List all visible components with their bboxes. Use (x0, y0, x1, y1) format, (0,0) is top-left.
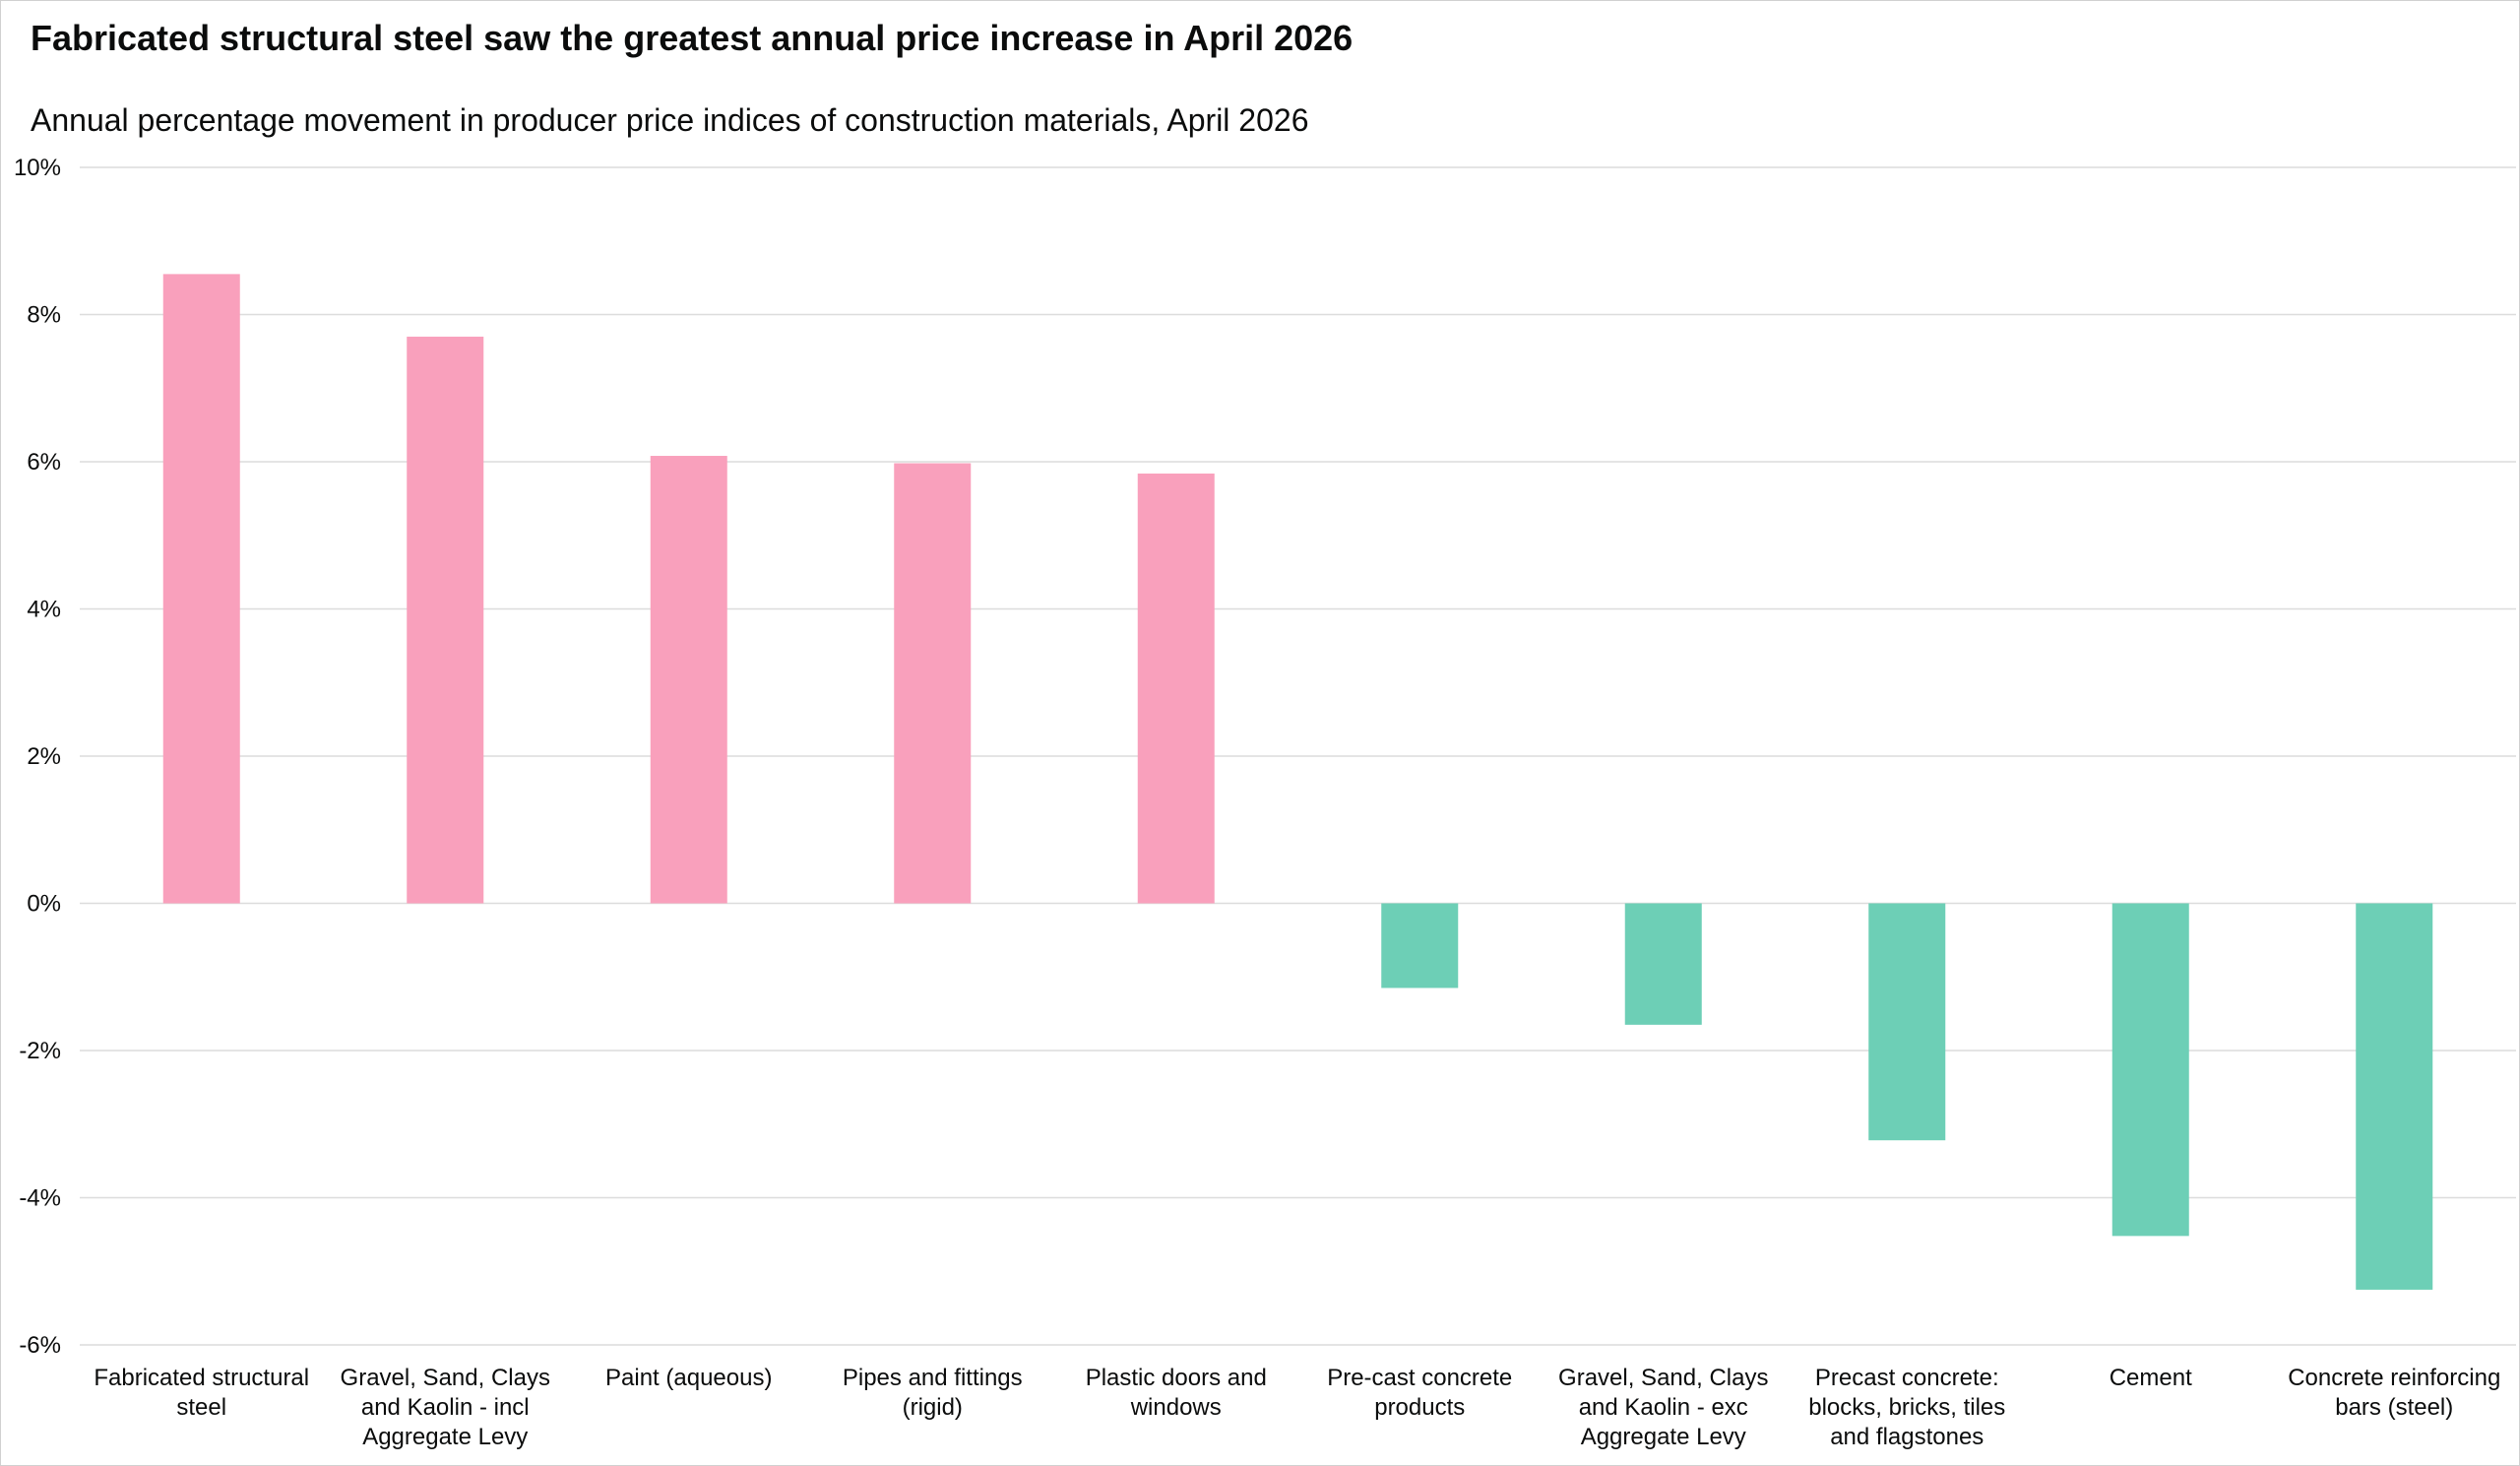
y-tick-label: 8% (27, 302, 61, 329)
y-tick-label: 10% (14, 155, 61, 181)
x-category-label: Concrete reinforcing bars (steel) (2288, 1365, 2500, 1421)
y-tick-label: -6% (19, 1332, 61, 1359)
y-tick-label: 0% (27, 891, 61, 918)
chart-subtitle: Annual percentage movement in producer p… (31, 102, 1309, 138)
gridlines (80, 166, 2516, 1346)
y-tick-label: -4% (19, 1185, 61, 1212)
y-tick-label: 2% (27, 743, 61, 770)
x-category-label: Gravel, Sand, Clays and Kaolin - exc Aggre… (1558, 1365, 1768, 1450)
x-category-label: Fabricated structural steel (94, 1365, 309, 1421)
bar (2356, 903, 2433, 1290)
x-axis-category-labels: Fabricated structural steel Gravel, Sand, … (94, 1365, 2500, 1450)
x-category-label: Gravel, Sand, Clays and Kaolin - incl Aggr… (341, 1365, 550, 1450)
x-category-label: Precast concrete: blocks, bricks, tiles an… (1808, 1365, 2005, 1450)
bar (1624, 903, 1702, 1025)
bar (162, 274, 240, 904)
x-category-label: Pre-cast concrete products (1327, 1365, 1512, 1421)
y-axis-tick-labels: 10% 8% 6% 4% 2% 0% -2% -4% -6% (14, 155, 61, 1359)
bar (2111, 903, 2189, 1237)
y-tick-label: -2% (19, 1038, 61, 1064)
y-tick-label: 6% (27, 449, 61, 476)
bar (1868, 903, 1946, 1141)
bar (1137, 473, 1215, 904)
x-category-label: Cement (2110, 1365, 2192, 1391)
bar (407, 336, 484, 904)
chart-title: Fabricated structural steel saw the grea… (31, 18, 1354, 58)
x-category-label: Pipes and fittings (rigid) (843, 1365, 1023, 1421)
y-tick-label: 4% (27, 597, 61, 623)
x-category-label: Plastic doors and windows (1086, 1365, 1267, 1421)
bar (894, 463, 972, 904)
bars (162, 274, 2433, 1290)
bar (1381, 903, 1459, 988)
x-category-label: Paint (aqueous) (605, 1365, 772, 1391)
bar (650, 456, 727, 904)
